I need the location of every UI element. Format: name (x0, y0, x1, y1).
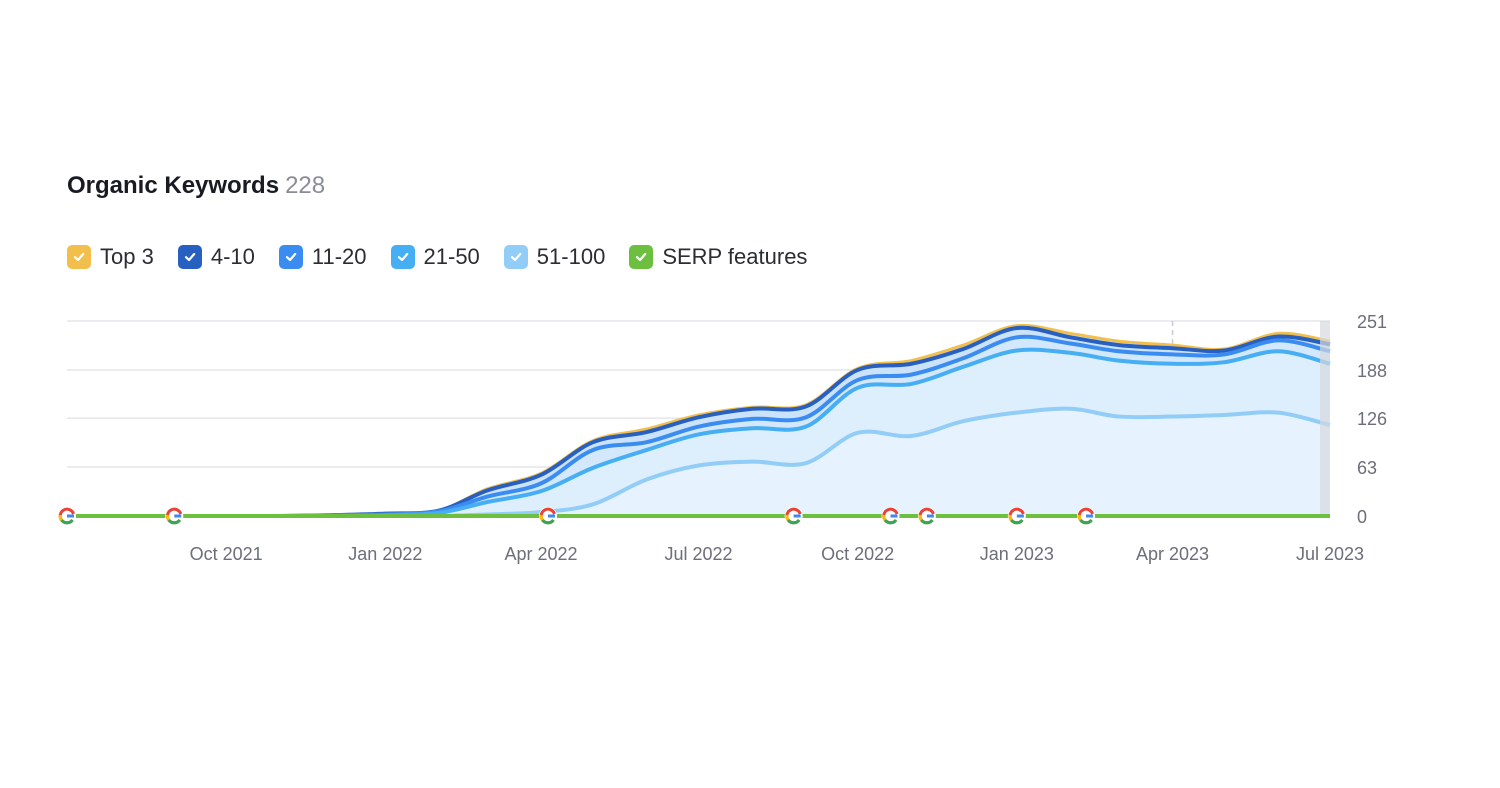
checkbox-checked-icon[interactable] (629, 245, 654, 269)
y-tick-label: 0 (1357, 507, 1367, 527)
x-tick-label: Jan 2023 (980, 544, 1054, 564)
google-icon-arc (167, 518, 181, 525)
legend-item-4-10[interactable]: 4-10 (177, 244, 255, 270)
google-icon-arc (785, 514, 790, 521)
google-update-icon (58, 507, 76, 525)
legend-item-51-100[interactable]: 51-100 (503, 244, 606, 270)
google-icon-arc (165, 514, 171, 521)
y-tick-label: 63 (1357, 458, 1377, 478)
legend-item-serp-features[interactable]: SERP features (629, 244, 807, 270)
y-tick-label: 188 (1357, 361, 1387, 381)
y-tick-label: 126 (1357, 409, 1387, 429)
google-update-icon (881, 507, 900, 525)
legend-item-21-50[interactable]: 21-50 (390, 244, 480, 270)
x-tick-label: Jul 2023 (1296, 544, 1364, 564)
google-update-icon (784, 507, 803, 525)
google-icon-arc (1008, 514, 1013, 521)
x-tick-label: Apr 2022 (505, 544, 578, 564)
x-tick-label: Apr 2023 (1136, 544, 1209, 564)
legend-item-top-3[interactable]: Top 3 (67, 244, 154, 270)
google-icon-arc (882, 514, 887, 521)
google-icon-arc (58, 514, 63, 521)
legend-item-11-20[interactable]: 11-20 (278, 244, 367, 270)
google-update-icon (538, 507, 557, 525)
google-icon-arc (883, 518, 898, 525)
google-icon-arc (1077, 514, 1082, 521)
legend-label: 51-100 (536, 244, 606, 269)
google-icon-arc (541, 518, 555, 525)
google-icon-arc (1010, 518, 1024, 525)
google-icon-arc (920, 518, 934, 525)
title-label: Organic Keywords (67, 172, 280, 199)
google-update-icon (1007, 507, 1026, 525)
google-update-icon (917, 507, 936, 525)
x-tick-label: Oct 2022 (821, 544, 894, 564)
checkbox-checked-icon[interactable] (67, 245, 91, 269)
legend-label: 11-20 (311, 244, 367, 269)
checkbox-checked-icon[interactable] (278, 245, 303, 269)
legend-label: 4-10 (210, 244, 255, 269)
google-update-icon (165, 507, 184, 525)
google-icon-arc (1079, 518, 1093, 525)
chart-title: Organic Keywords 228 (67, 172, 325, 200)
x-tick-label: Jul 2022 (664, 544, 732, 564)
google-update-icon (1077, 507, 1096, 525)
legend: Top 3 4-10 11-20 21-50 51-100 SERP featu… (67, 242, 831, 272)
checkbox-checked-icon[interactable] (503, 245, 528, 269)
google-icon-arc (539, 514, 544, 521)
legend-label: 21-50 (423, 244, 480, 269)
google-icon-arc (786, 518, 801, 525)
x-tick-label: Jan 2022 (348, 544, 422, 564)
checkbox-checked-icon[interactable] (177, 245, 202, 269)
checkbox-checked-icon[interactable] (390, 245, 415, 269)
google-icon-arc (60, 518, 74, 525)
legend-label: SERP features (662, 244, 808, 269)
x-tick-label: Oct 2021 (190, 544, 263, 564)
google-icon-arc (918, 514, 923, 521)
legend-label: Top 3 (100, 244, 154, 269)
current-period-band (1320, 321, 1330, 516)
area-51-100 (67, 408, 1330, 517)
keyword-count: 228 (285, 172, 326, 199)
y-tick-label: 251 (1357, 312, 1387, 332)
